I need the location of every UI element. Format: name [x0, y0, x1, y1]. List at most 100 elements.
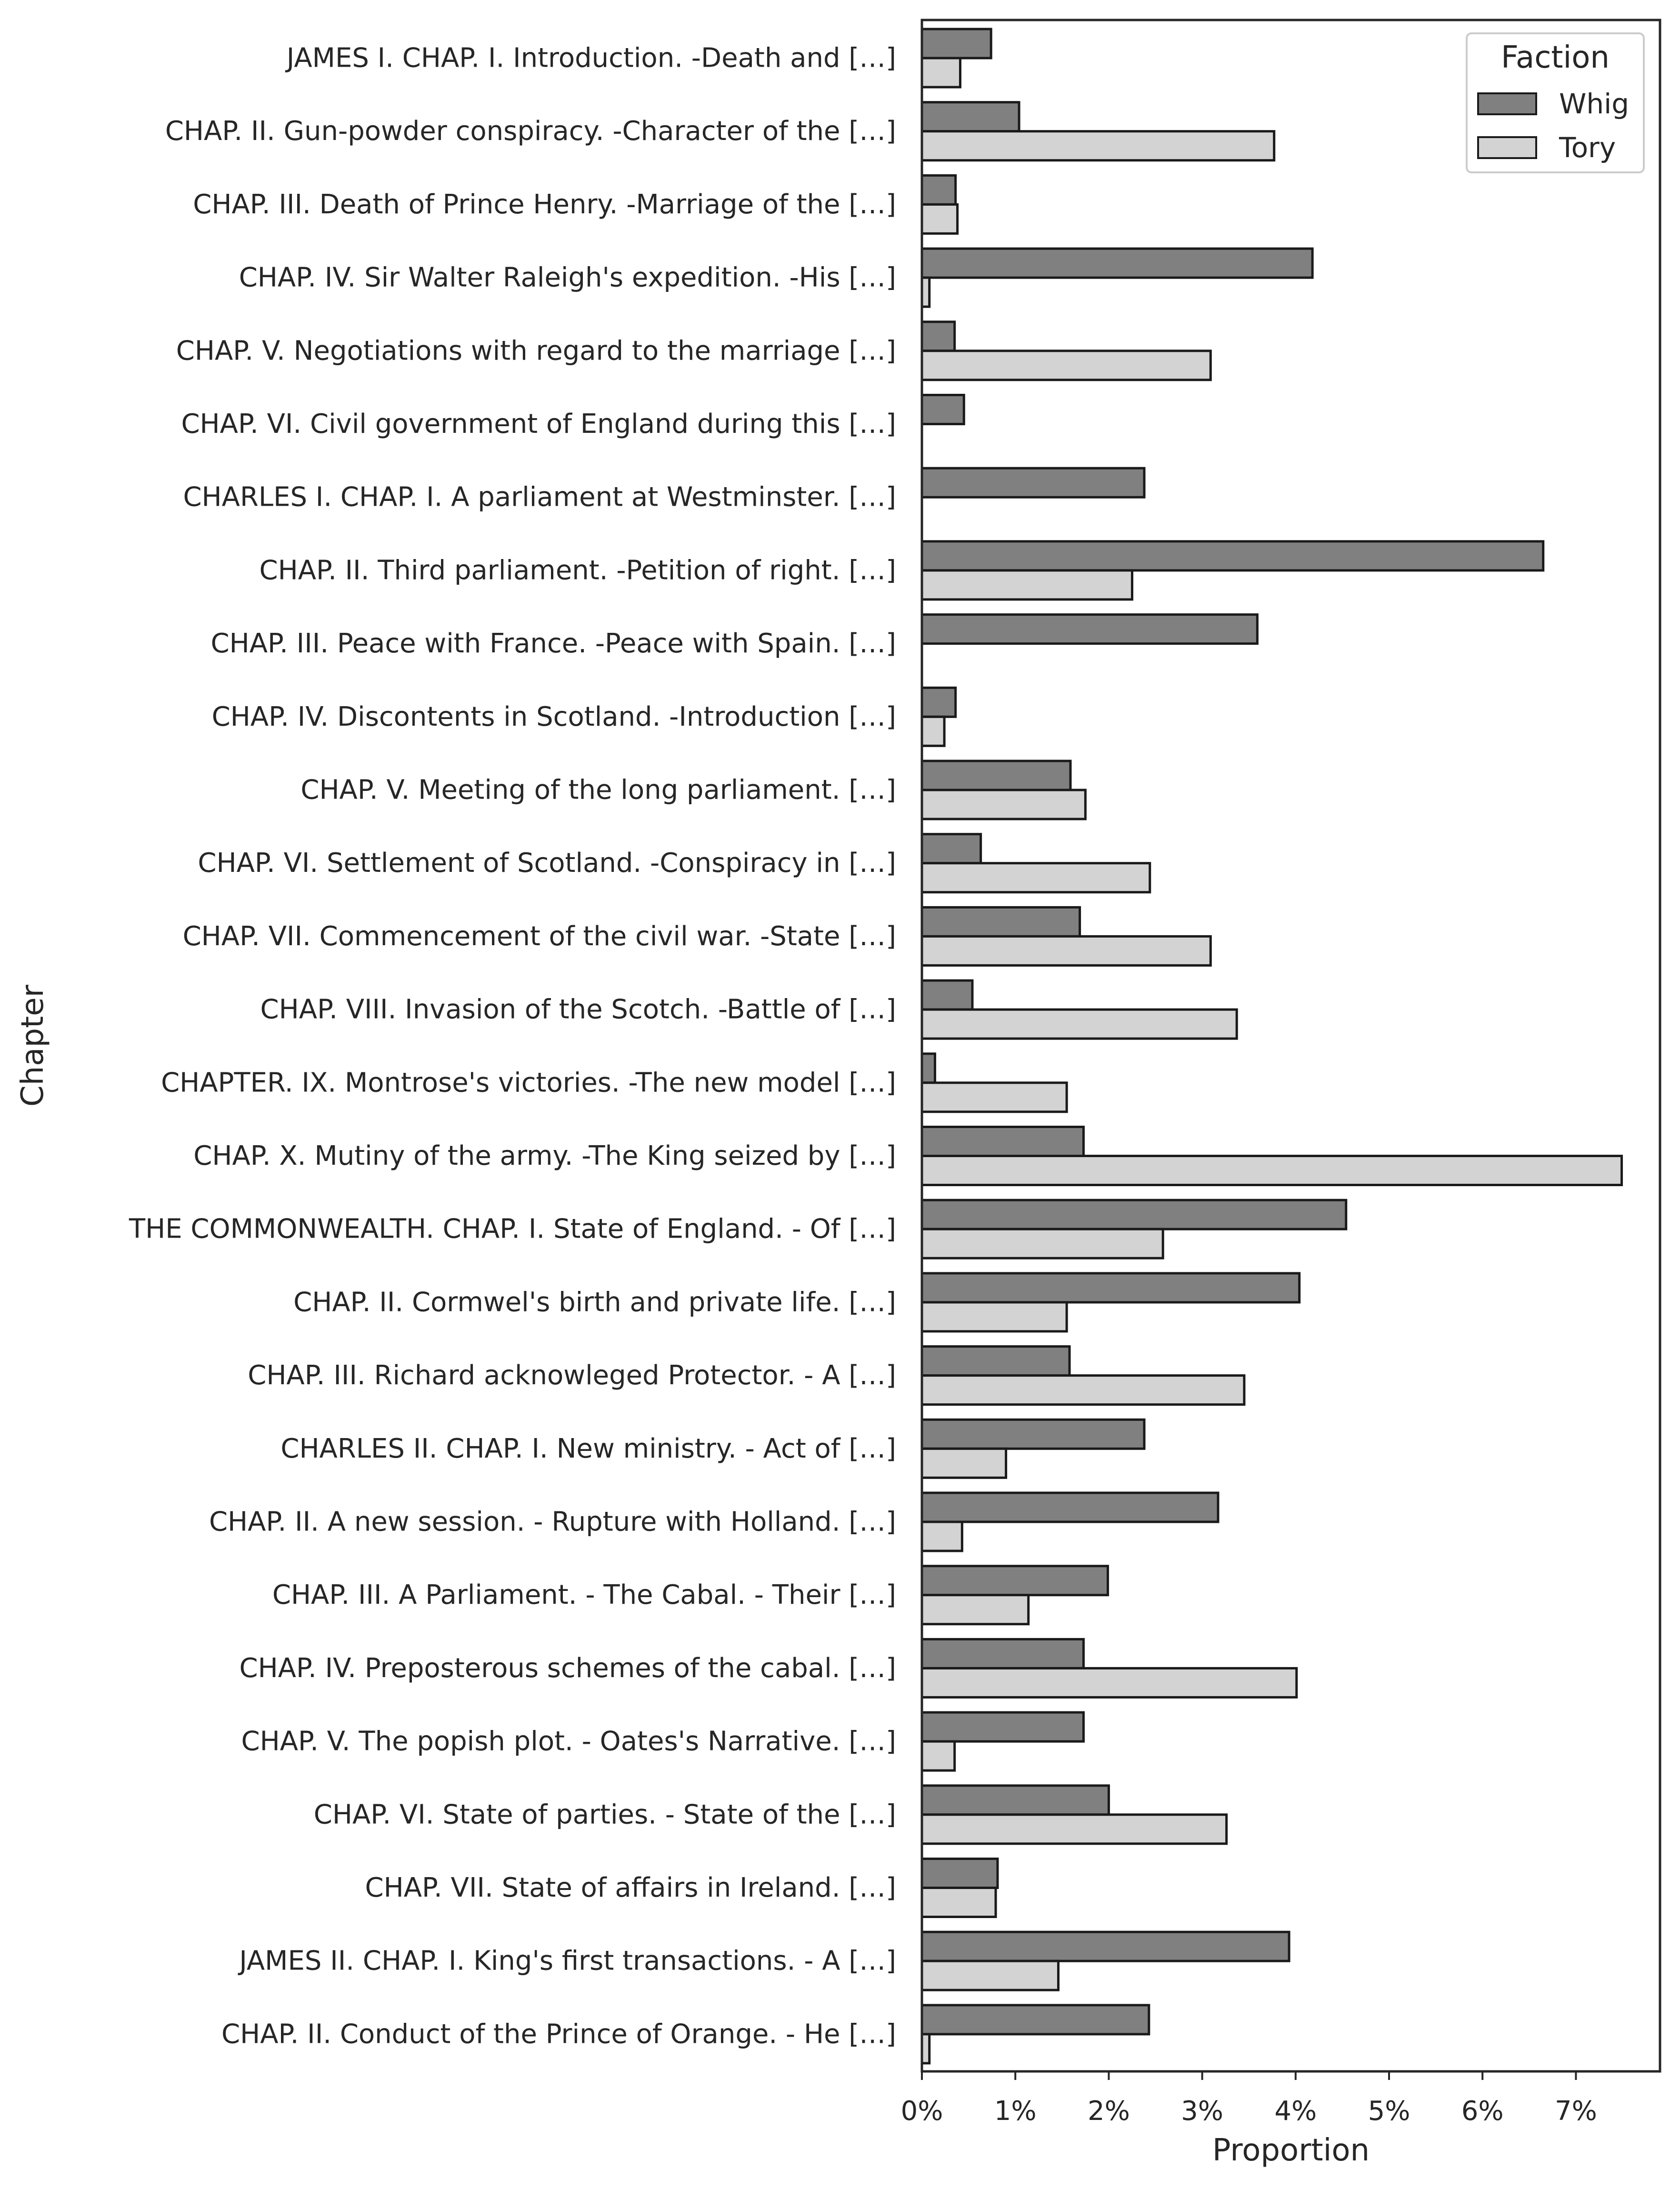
legend-title: Faction — [1501, 40, 1610, 75]
bar-tory-3 — [920, 203, 959, 235]
y-axis-label: Chapter — [15, 984, 50, 1107]
bar-whig-10 — [920, 686, 957, 718]
y-tick-label: CHAP. VI. Settlement of Scotland. -Consp… — [198, 848, 896, 879]
plot-frame — [920, 19, 1661, 2073]
x-tick-label: 4% — [1274, 2096, 1317, 2127]
bar-tory-24 — [920, 1740, 956, 1772]
y-tick-label: CHARLES II. CHAP. I. New ministry. - Act… — [280, 1433, 896, 1464]
bar-tory-25 — [920, 1813, 1228, 1845]
y-tick-label: CHAPTER. IX. Montrose's victories. -The … — [161, 1067, 896, 1098]
x-tick-label: 0% — [901, 2096, 943, 2127]
bar-whig-27 — [920, 1930, 1290, 1962]
bar-tory-1 — [920, 57, 961, 89]
bar-tory-26 — [920, 1887, 997, 1918]
bar-tory-2 — [920, 130, 1276, 162]
bar-whig-13 — [920, 906, 1081, 938]
bar-whig-28 — [920, 2004, 1150, 2036]
bar-whig-14 — [920, 979, 974, 1011]
bar-whig-9 — [920, 613, 1259, 645]
legend-label-tory: Tory — [1559, 131, 1616, 164]
bar-whig-12 — [920, 833, 982, 865]
bar-whig-11 — [920, 760, 1072, 791]
bar-whig-17 — [920, 1199, 1348, 1230]
legend-label-whig: Whig — [1559, 88, 1629, 120]
bar-whig-26 — [920, 1858, 999, 1889]
bar-whig-24 — [920, 1711, 1085, 1743]
bar-tory-23 — [920, 1667, 1298, 1699]
y-tick-label: CHAP. VII. State of affairs in Ireland. … — [365, 1872, 896, 1903]
y-tick-label: CHAP. II. A new session. - Rupture with … — [209, 1507, 896, 1538]
bar-tory-10 — [920, 715, 946, 747]
y-tick-label: CHAP. II. Conduct of the Prince of Orang… — [221, 2019, 896, 2049]
y-tick-label: CHAP. II. Third parliament. -Petition of… — [260, 555, 897, 586]
y-tick-label: CHAP. II. Gun-powder conspiracy. -Charac… — [165, 116, 896, 147]
bar-whig-2 — [920, 101, 1020, 133]
bar-tory-5 — [920, 350, 1212, 381]
legend-swatch-tory — [1477, 136, 1537, 159]
y-tick-label: CHAP. VI. State of parties. - State of t… — [314, 1799, 896, 1830]
bar-whig-15 — [920, 1052, 936, 1084]
bar-whig-4 — [920, 247, 1314, 279]
bar-tory-16 — [920, 1155, 1623, 1186]
bar-whig-23 — [920, 1638, 1085, 1669]
y-tick-label: CHAP. III. Peace with France. -Peace wit… — [211, 628, 896, 659]
y-tick-label: CHAP. VIII. Invasion of the Scotch. -Bat… — [260, 994, 896, 1025]
bar-tory-19 — [920, 1374, 1246, 1406]
legend: Faction Whig Tory — [1466, 32, 1645, 173]
bar-tory-27 — [920, 1959, 1060, 1991]
y-tick-label: CHAP. V. Meeting of the long parliament.… — [300, 775, 896, 806]
y-tick-label: CHAP. II. Cormwel's birth and private li… — [293, 1287, 896, 1318]
y-tick-label: CHAP. VI. Civil government of England du… — [181, 409, 896, 440]
y-tick-label: CHARLES I. CHAP. I. A parliament at West… — [183, 482, 896, 513]
bar-tory-13 — [920, 935, 1212, 967]
bar-whig-20 — [920, 1418, 1146, 1450]
bar-whig-22 — [920, 1565, 1109, 1597]
x-tick-label: 2% — [1088, 2096, 1130, 2127]
bar-whig-25 — [920, 1784, 1110, 1816]
bar-tory-14 — [920, 1008, 1238, 1040]
y-tick-label: CHAP. X. Mutiny of the army. -The King s… — [193, 1140, 896, 1171]
bar-whig-16 — [920, 1126, 1085, 1157]
bar-whig-21 — [920, 1491, 1220, 1523]
bars — [920, 28, 1623, 2065]
bar-whig-7 — [920, 467, 1146, 499]
bar-tory-12 — [920, 862, 1151, 894]
bar-tory-18 — [920, 1301, 1068, 1333]
bar-tory-15 — [920, 1081, 1068, 1113]
x-tick-label: 5% — [1368, 2096, 1410, 2127]
bar-tory-17 — [920, 1228, 1164, 1259]
y-tick-label: THE COMMONWEALTH. CHAP. I. State of Engl… — [129, 1214, 896, 1245]
bar-whig-19 — [920, 1345, 1071, 1377]
x-axis-label: Proportion — [1212, 2133, 1370, 2168]
bar-tory-22 — [920, 1594, 1030, 1626]
x-axis-ticks: 0% 1% 2% 3% 4% 5% 6% 7% — [901, 2071, 1597, 2127]
bar-tory-8 — [920, 569, 1133, 601]
y-tick-label: CHAP. IV. Preposterous schemes of the ca… — [239, 1653, 896, 1684]
x-tick-label: 1% — [994, 2096, 1037, 2127]
bar-whig-3 — [920, 174, 957, 206]
y-tick-label: CHAP. VII. Commencement of the civil war… — [183, 921, 896, 952]
y-tick-label: CHAP. III. Richard acknowleged Protector… — [248, 1360, 896, 1391]
x-tick-label: 6% — [1461, 2096, 1504, 2127]
legend-swatch-whig — [1477, 92, 1537, 115]
bar-whig-1 — [920, 28, 992, 60]
y-tick-label: CHAP. IV. Sir Walter Raleigh's expeditio… — [239, 262, 896, 293]
y-tick-label: CHAP. V. The popish plot. - Oates's Narr… — [241, 1726, 896, 1757]
y-axis-ticks: JAMES I. CHAP. I. Introduction. -Death a… — [129, 43, 896, 2050]
bar-tory-21 — [920, 1520, 963, 1552]
y-tick-label: CHAP. III. Death of Prince Henry. -Marri… — [193, 189, 896, 220]
bar-tory-20 — [920, 1447, 1008, 1479]
y-tick-label: JAMES I. CHAP. I. Introduction. -Death a… — [285, 43, 896, 74]
bar-whig-6 — [920, 394, 965, 425]
y-tick-label: CHAP. III. A Parliament. - The Cabal. - … — [272, 1579, 896, 1610]
y-tick-label: CHAP. V. Negotiations with regard to the… — [176, 335, 896, 366]
y-tick-label: JAMES II. CHAP. I. King's first transact… — [238, 1946, 896, 1977]
bar-tory-11 — [920, 789, 1087, 820]
x-tick-label: 3% — [1181, 2096, 1223, 2127]
bar-whig-8 — [920, 540, 1545, 572]
bar-whig-18 — [920, 1272, 1301, 1304]
x-tick-label: 7% — [1555, 2096, 1597, 2127]
